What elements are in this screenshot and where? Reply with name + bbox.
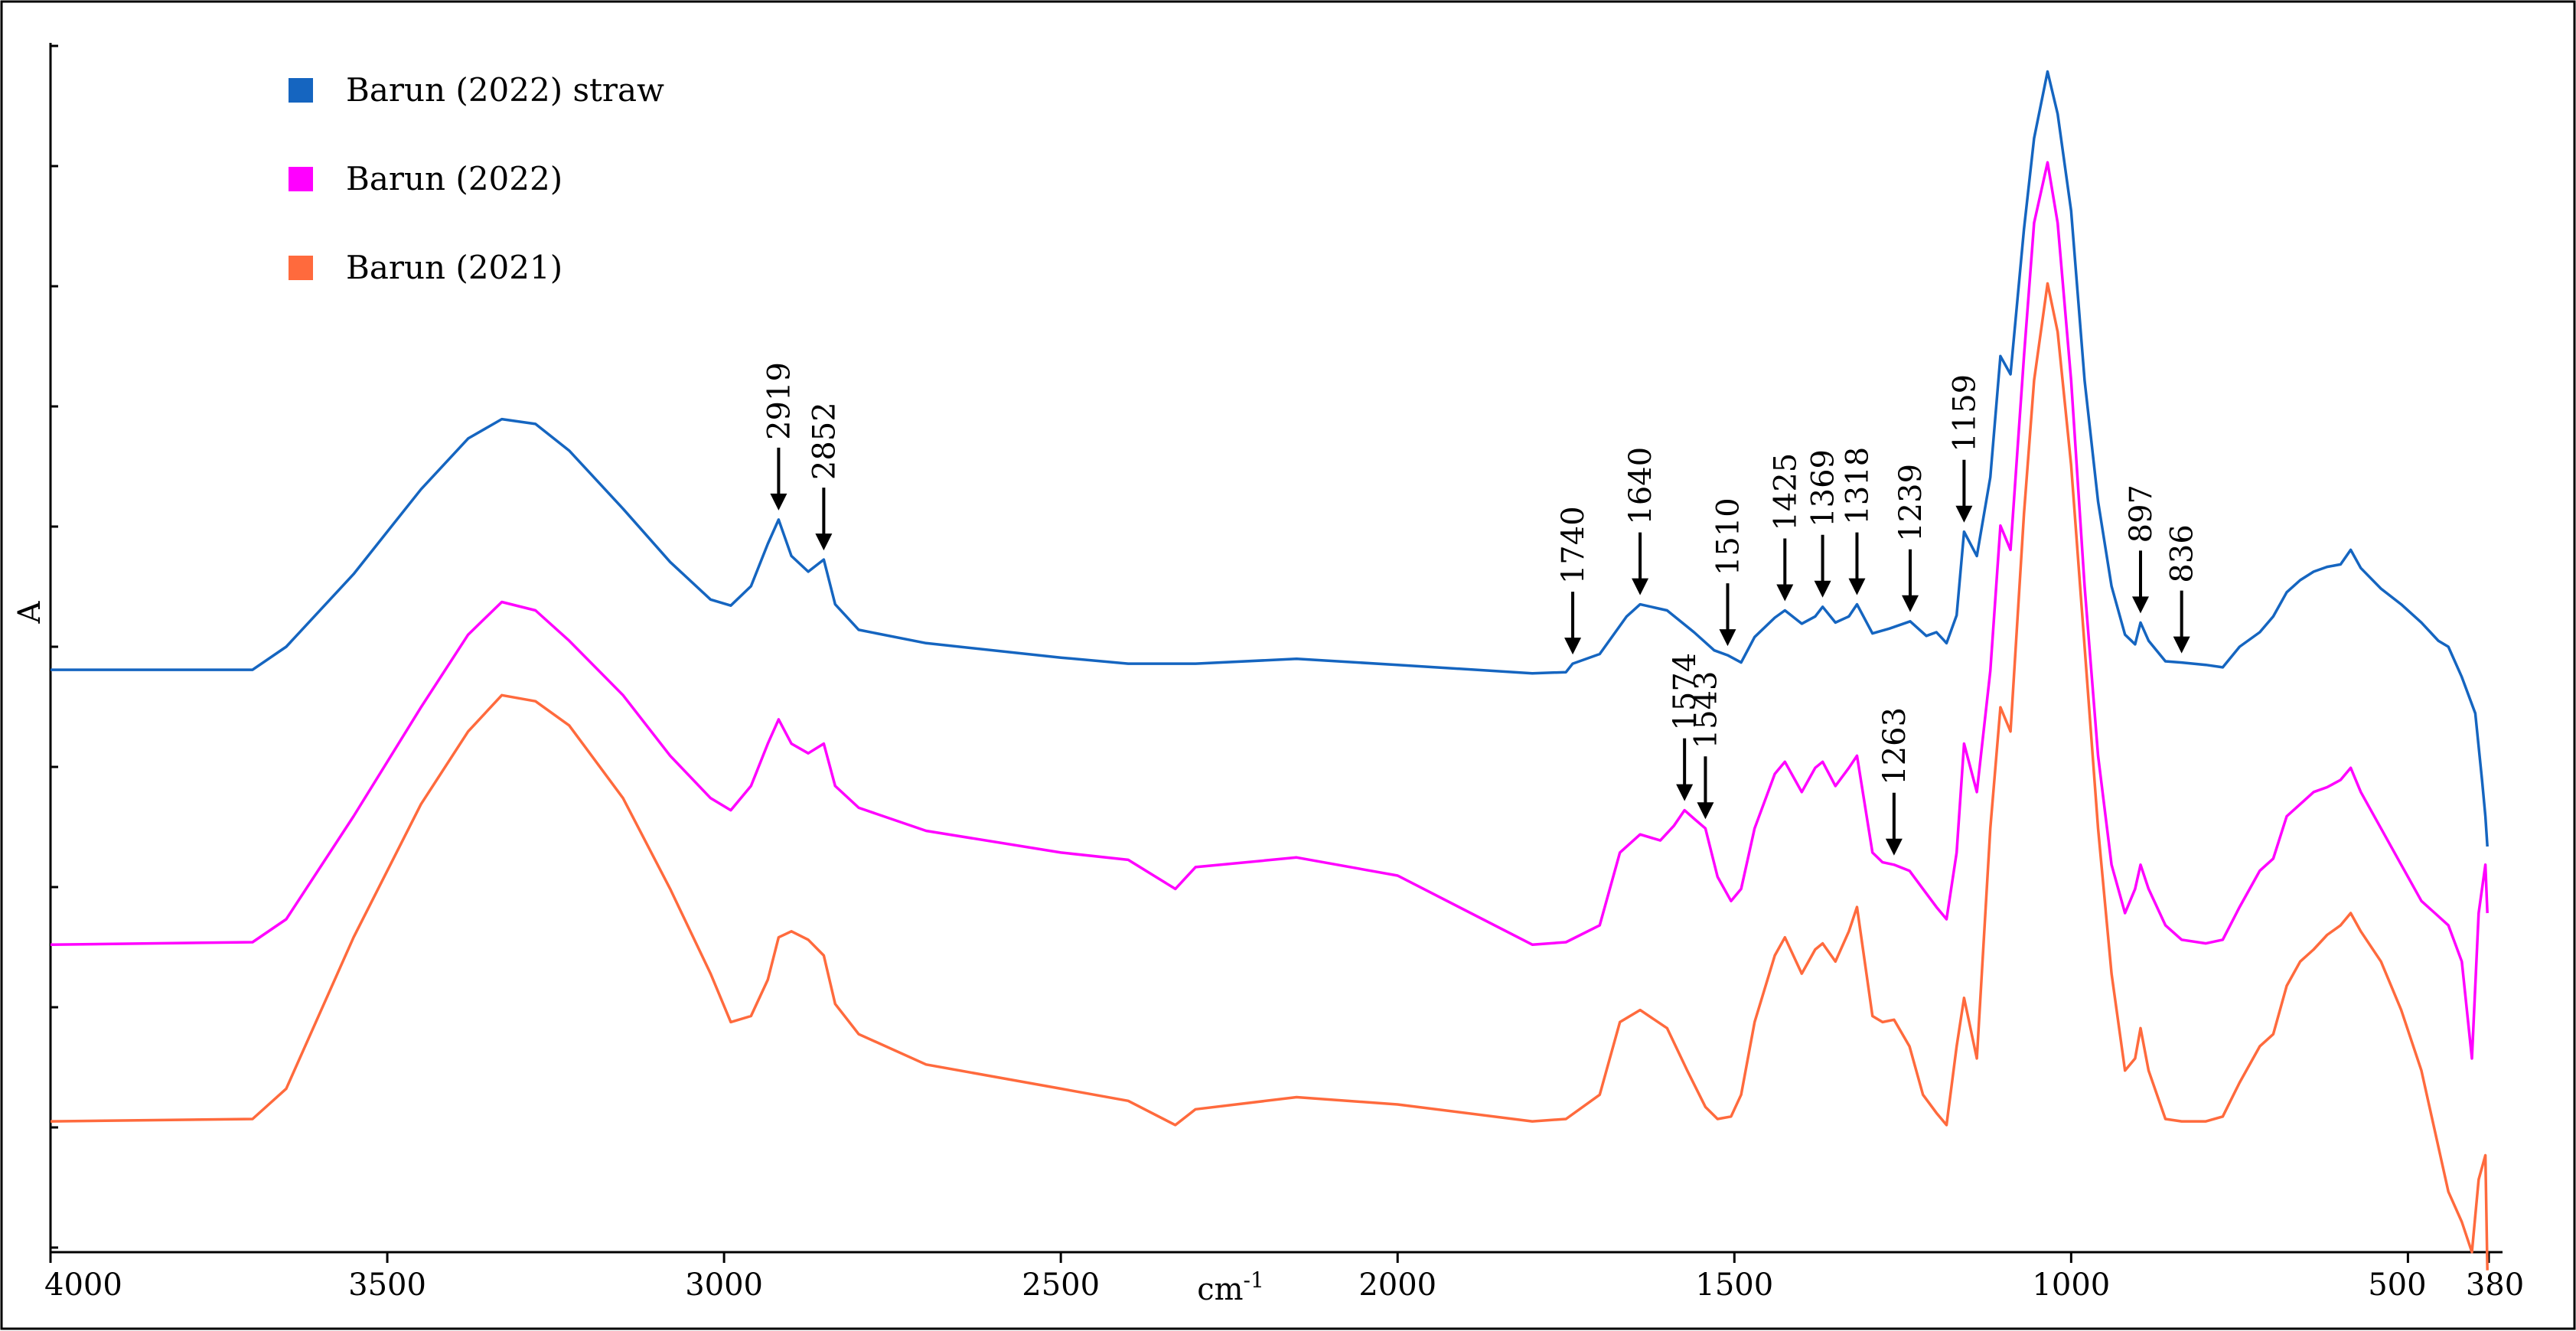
annotation-arrowhead bbox=[1697, 802, 1714, 820]
annotation-arrowhead bbox=[2173, 636, 2190, 654]
annotation-arrowhead bbox=[2131, 596, 2149, 614]
series-line-2 bbox=[50, 161, 2489, 1060]
annotation-arrowhead bbox=[1632, 578, 1649, 595]
x-tick-label: 3500 bbox=[348, 1267, 426, 1303]
peak-label: 1425 bbox=[1768, 453, 1803, 531]
peak-label: 1510 bbox=[1710, 497, 1746, 576]
peak-label: 897 bbox=[2124, 484, 2159, 543]
peak-label: 1159 bbox=[1947, 374, 1982, 452]
peak-label: 1239 bbox=[1893, 464, 1929, 542]
x-tick-label: 380 bbox=[2466, 1267, 2524, 1303]
peak-label: 2919 bbox=[761, 362, 797, 440]
legend-label: Barun (2022) straw bbox=[346, 71, 664, 109]
peak-label: 2852 bbox=[807, 402, 842, 480]
series-line-1 bbox=[51, 70, 2489, 847]
x-axis-label: cm-1 bbox=[1197, 1267, 1264, 1307]
peak-label: 1640 bbox=[1623, 447, 1658, 525]
peak-label: 1574 bbox=[1668, 653, 1703, 731]
peak-label: 1543 bbox=[1688, 671, 1723, 749]
x-tick-label: 2000 bbox=[1358, 1267, 1436, 1303]
legend-label: Barun (2022) bbox=[346, 160, 562, 197]
annotation-arrowhead bbox=[1776, 584, 1794, 602]
x-tick-label: 2500 bbox=[1022, 1267, 1100, 1303]
y-axis-label: A bbox=[12, 600, 47, 624]
annotation-arrowhead bbox=[1676, 784, 1694, 801]
annotation-arrowhead bbox=[1885, 838, 1903, 856]
annotation-arrowhead bbox=[1901, 595, 1919, 612]
annotation-arrowhead bbox=[1848, 578, 1866, 595]
x-tick-label: 500 bbox=[2368, 1267, 2426, 1303]
peak-label: 1740 bbox=[1556, 506, 1591, 584]
annotation-arrowhead bbox=[1814, 580, 1831, 598]
annotation-arrowhead bbox=[815, 533, 833, 551]
annotation-arrowhead bbox=[1564, 638, 1582, 655]
x-tick-label: 1500 bbox=[1695, 1267, 1773, 1303]
x-tick-label: 3000 bbox=[685, 1267, 763, 1303]
x-tick-label: 1000 bbox=[2032, 1267, 2110, 1303]
annotation-arrowhead bbox=[770, 493, 787, 511]
x-tick-label: 4000 bbox=[44, 1267, 122, 1303]
legend-swatch bbox=[289, 78, 313, 103]
peak-label: 836 bbox=[2165, 524, 2200, 582]
peak-label: 1369 bbox=[1806, 449, 1841, 527]
series-line-3 bbox=[50, 282, 2489, 1271]
annotation-arrowhead bbox=[1719, 629, 1736, 647]
legend-label: Barun (2021) bbox=[346, 249, 562, 286]
legend-swatch bbox=[289, 167, 313, 191]
annotation-arrowhead bbox=[1955, 505, 1973, 523]
legend-swatch bbox=[289, 256, 313, 280]
peak-label: 1263 bbox=[1877, 707, 1912, 785]
peak-label: 1318 bbox=[1840, 447, 1875, 525]
